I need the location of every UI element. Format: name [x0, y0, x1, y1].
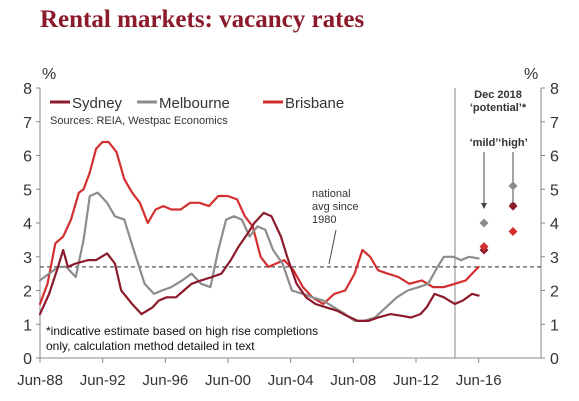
right-tick-label: 1	[550, 317, 559, 334]
series-line-melbourne	[38, 191, 480, 322]
projection-header-line: ‘potential’*	[470, 102, 527, 114]
footnote-line: *indicative estimate based on high rise …	[46, 324, 318, 338]
projection-marker-melbourne	[479, 218, 489, 228]
x-tick-label: Jun-92	[80, 372, 126, 389]
scenario-label: ‘mild’	[470, 137, 499, 149]
left-tick-label: 2	[23, 284, 32, 301]
axes-layer: 0 0 1 1 2 2 3 3 4 4 5 5 6 6 7 7 8 8 Jun-88 Jun-92 Jun-96 Jun-…	[17, 81, 559, 389]
source-note: Sources: REIA, Westpac Economics	[50, 115, 228, 127]
x-tick-label: Jun-88	[17, 372, 63, 389]
left-tick-label: 6	[23, 149, 32, 166]
right-tick-label: 2	[550, 284, 559, 301]
left-tick-label: 7	[23, 115, 32, 132]
x-tick-label: Jun-08	[330, 372, 376, 389]
right-tick-label: 0	[550, 351, 559, 368]
reference-label-line: national	[312, 188, 351, 200]
projection-layer: Dec 2018‘potential’* ‘mild’ ‘high’	[470, 89, 528, 255]
reference-label-line: 1980	[312, 214, 336, 226]
legend-label-brisbane: Brisbane	[285, 95, 344, 112]
x-tick-label: Jun-16	[456, 372, 502, 389]
projection-marker-brisbane	[508, 226, 518, 236]
right-tick-label: 5	[550, 182, 559, 199]
series-layer	[38, 140, 480, 322]
x-tick-label: Jun-00	[205, 372, 251, 389]
footnote: *indicative estimate based on high rise …	[46, 324, 318, 353]
reference-pointer	[328, 229, 337, 264]
right-tick-label: 4	[550, 216, 559, 233]
left-tick-label: 4	[23, 216, 32, 233]
left-axis-unit: %	[42, 66, 56, 83]
scenario-arrow-head	[481, 203, 487, 209]
left-tick-label: 1	[23, 317, 32, 334]
right-tick-label: 3	[550, 250, 559, 267]
right-tick-label: 6	[550, 149, 559, 166]
legend-label-melbourne: Melbourne	[159, 95, 230, 112]
left-tick-label: 5	[23, 182, 32, 199]
right-tick-label: 7	[550, 115, 559, 132]
chart-title: Rental markets: vacancy rates	[40, 6, 365, 33]
scenario-label: ‘high’	[498, 137, 527, 149]
projection-marker-sydney	[508, 201, 518, 211]
legend-label-sydney: Sydney	[72, 95, 123, 112]
right-tick-label: 8	[550, 81, 559, 98]
footnote-line: only, calculation method detailed in tex…	[46, 339, 255, 353]
left-tick-label: 3	[23, 250, 32, 267]
x-tick-label: Jun-96	[142, 372, 188, 389]
projection-header-line: Dec 2018	[474, 89, 522, 101]
reference-label-line: avg since	[312, 201, 358, 213]
legend: Sydney Melbourne Brisbane	[50, 95, 344, 112]
x-tick-label: Jun-12	[393, 372, 439, 389]
series-line-sydney	[38, 211, 480, 322]
series-line-brisbane	[38, 140, 480, 306]
projection-marker-brisbane	[479, 242, 489, 252]
projection-marker-melbourne	[508, 181, 518, 191]
right-axis-unit: %	[524, 66, 538, 83]
left-tick-label: 8	[23, 81, 32, 98]
x-tick-label: Jun-04	[268, 372, 314, 389]
left-tick-label: 0	[23, 351, 32, 368]
